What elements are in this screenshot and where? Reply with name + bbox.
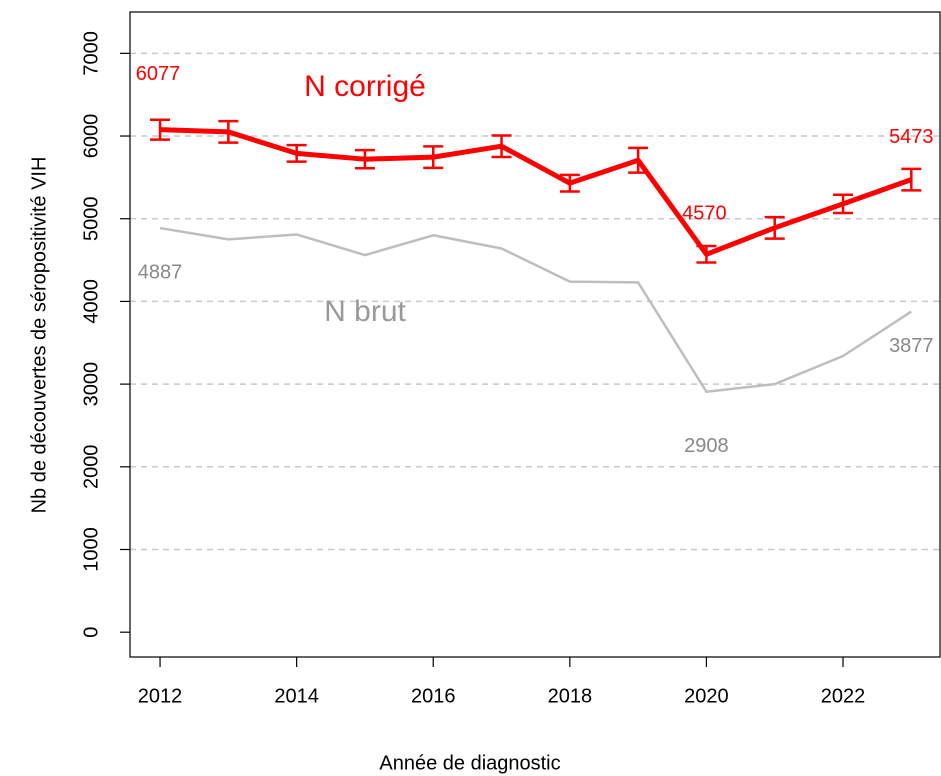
x-axis-label: Année de diagnostic xyxy=(379,752,560,774)
x-tick-label: 2018 xyxy=(548,685,593,707)
y-tick-label: 4000 xyxy=(80,279,102,324)
error-bar xyxy=(491,134,512,159)
data-label: 4887 xyxy=(138,261,183,283)
error-bar xyxy=(423,145,444,170)
plot-frame xyxy=(129,11,941,658)
y-tick-label: 2000 xyxy=(80,445,102,490)
data-label: 6077 xyxy=(136,63,181,85)
x-tick-label: 2016 xyxy=(411,685,456,707)
y-tick-label: 6000 xyxy=(80,114,102,159)
y-tick-label: 3000 xyxy=(80,362,102,407)
error-bar xyxy=(354,148,375,170)
data-label: 3877 xyxy=(889,335,934,357)
error-bar xyxy=(764,215,785,240)
data-line xyxy=(159,226,912,393)
data-line xyxy=(159,127,913,257)
y-tick-label: 5000 xyxy=(80,196,102,241)
data-label: 5473 xyxy=(889,126,934,148)
error-bar xyxy=(218,119,239,144)
y-tick-label: 0 xyxy=(80,627,102,638)
series-label: N corrigé xyxy=(304,70,426,103)
y-tick-label: 1000 xyxy=(80,527,102,572)
error-bar xyxy=(286,143,307,163)
y-tick-label: 7000 xyxy=(80,31,102,76)
y-axis-label: Nb de découvertes de séropositivité VIH xyxy=(28,157,50,514)
x-tick-label: 2022 xyxy=(821,685,866,707)
error-bar xyxy=(696,244,717,264)
data-label: 4570 xyxy=(682,203,727,225)
x-tick-label: 2014 xyxy=(274,685,319,707)
error-bar xyxy=(628,146,649,174)
series-label: N brut xyxy=(324,295,406,328)
error-bar xyxy=(833,193,854,215)
x-tick-label: 2020 xyxy=(684,685,729,707)
error-bar xyxy=(559,173,580,193)
data-label: 2908 xyxy=(684,435,729,457)
x-tick-label: 2012 xyxy=(138,685,183,707)
error-bar xyxy=(150,118,171,141)
error-bar xyxy=(901,167,922,192)
